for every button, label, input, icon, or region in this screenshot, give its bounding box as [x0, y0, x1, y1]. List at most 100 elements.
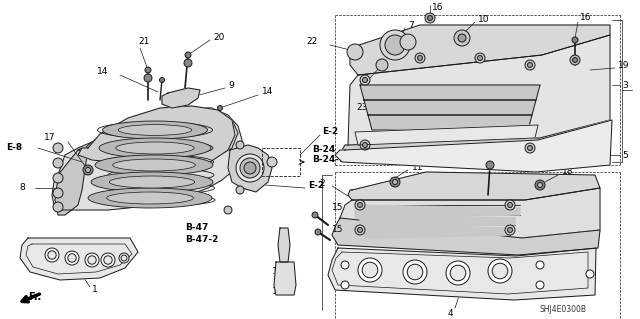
Circle shape — [185, 52, 191, 58]
Circle shape — [527, 145, 532, 151]
Circle shape — [240, 158, 260, 178]
Ellipse shape — [88, 188, 212, 208]
Circle shape — [53, 158, 63, 168]
Circle shape — [536, 261, 544, 269]
Text: SHJ4E0300B: SHJ4E0300B — [540, 306, 587, 315]
Polygon shape — [365, 225, 510, 238]
Circle shape — [525, 60, 535, 70]
Circle shape — [121, 255, 127, 261]
Text: 15: 15 — [332, 226, 344, 234]
Polygon shape — [360, 215, 515, 228]
Circle shape — [347, 44, 363, 60]
Text: 6: 6 — [359, 78, 365, 87]
Circle shape — [65, 251, 79, 265]
Circle shape — [358, 227, 362, 233]
Circle shape — [224, 206, 232, 214]
Circle shape — [315, 229, 321, 235]
Polygon shape — [78, 108, 238, 163]
Text: 14: 14 — [262, 87, 273, 97]
Circle shape — [53, 188, 63, 198]
Circle shape — [505, 225, 515, 235]
Polygon shape — [342, 120, 610, 168]
Ellipse shape — [116, 142, 194, 154]
Circle shape — [508, 203, 513, 207]
Text: 3: 3 — [622, 80, 628, 90]
Text: 8: 8 — [19, 183, 25, 192]
Polygon shape — [55, 148, 88, 215]
Text: 17: 17 — [44, 132, 55, 142]
Circle shape — [392, 180, 397, 184]
Polygon shape — [332, 218, 600, 255]
Circle shape — [184, 59, 192, 67]
Text: E-8: E-8 — [6, 144, 22, 152]
Bar — [262, 148, 300, 176]
Text: B-24-1: B-24-1 — [312, 155, 345, 165]
Circle shape — [403, 260, 427, 284]
Text: 10: 10 — [478, 16, 490, 25]
Circle shape — [570, 55, 580, 65]
Circle shape — [505, 200, 515, 210]
Circle shape — [486, 161, 494, 169]
Circle shape — [417, 56, 422, 61]
Polygon shape — [328, 248, 596, 300]
Circle shape — [446, 261, 470, 285]
Circle shape — [488, 259, 512, 283]
Text: B-47-2: B-47-2 — [185, 235, 218, 244]
Text: 2: 2 — [319, 180, 325, 189]
Polygon shape — [355, 125, 538, 145]
Circle shape — [45, 248, 59, 262]
Ellipse shape — [99, 138, 211, 158]
Circle shape — [104, 256, 112, 264]
Text: 15: 15 — [332, 204, 344, 212]
Ellipse shape — [95, 155, 213, 175]
Circle shape — [48, 251, 56, 259]
Text: B-47: B-47 — [185, 224, 209, 233]
Text: 16: 16 — [498, 147, 509, 157]
Circle shape — [267, 157, 277, 167]
Ellipse shape — [109, 176, 195, 188]
Text: 13: 13 — [272, 268, 284, 277]
Polygon shape — [162, 88, 200, 108]
Text: 21: 21 — [138, 38, 149, 47]
Circle shape — [362, 78, 367, 83]
Circle shape — [535, 180, 545, 190]
Polygon shape — [52, 107, 242, 210]
Circle shape — [53, 202, 63, 212]
Circle shape — [312, 212, 318, 218]
Text: 11: 11 — [412, 164, 424, 173]
Circle shape — [236, 186, 244, 194]
Ellipse shape — [113, 159, 195, 171]
Polygon shape — [348, 172, 600, 200]
Circle shape — [458, 34, 466, 42]
Polygon shape — [350, 25, 610, 75]
Text: 18: 18 — [562, 167, 573, 176]
Circle shape — [573, 57, 577, 63]
Circle shape — [88, 256, 96, 264]
Polygon shape — [274, 262, 296, 295]
Text: 1: 1 — [92, 286, 98, 294]
Circle shape — [586, 270, 594, 278]
Polygon shape — [368, 115, 532, 130]
Circle shape — [362, 262, 378, 278]
Circle shape — [144, 74, 152, 82]
Ellipse shape — [102, 121, 207, 139]
Circle shape — [390, 177, 400, 187]
Text: 7: 7 — [408, 20, 413, 29]
Circle shape — [362, 143, 367, 147]
Circle shape — [101, 253, 115, 267]
Polygon shape — [278, 228, 290, 262]
Circle shape — [83, 165, 93, 175]
Circle shape — [428, 16, 433, 20]
Ellipse shape — [118, 125, 192, 135]
Circle shape — [53, 173, 63, 183]
Text: 16: 16 — [580, 13, 591, 23]
Circle shape — [358, 258, 382, 282]
Text: 20: 20 — [213, 33, 225, 41]
Circle shape — [236, 154, 264, 182]
Circle shape — [244, 162, 256, 174]
Polygon shape — [20, 238, 138, 280]
Circle shape — [477, 56, 483, 61]
Text: 4: 4 — [447, 308, 453, 317]
Polygon shape — [355, 205, 520, 218]
Circle shape — [492, 263, 508, 279]
